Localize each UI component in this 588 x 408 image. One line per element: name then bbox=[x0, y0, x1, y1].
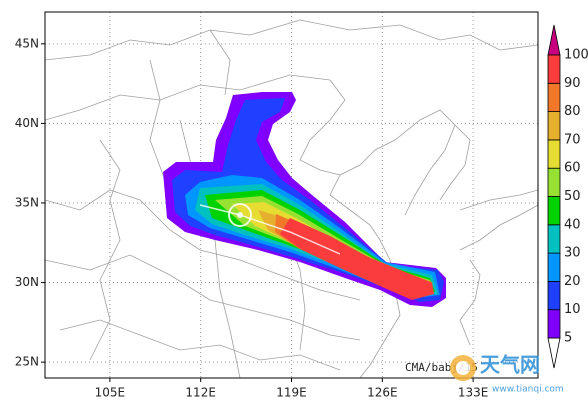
borders bbox=[45, 19, 538, 378]
colorbar-band bbox=[547, 54, 561, 84]
colorbar-label: 90 bbox=[564, 76, 581, 91]
probability-shading bbox=[163, 92, 446, 307]
watermark-name: 天气网 bbox=[480, 353, 540, 377]
colorbar-label: 30 bbox=[564, 246, 581, 261]
colorbar-label: 10 bbox=[564, 302, 581, 317]
watermark-logo-inner bbox=[456, 361, 470, 375]
y-tick-label: 30N bbox=[15, 275, 39, 289]
colorbar-band bbox=[547, 139, 561, 169]
y-tick-label: 35N bbox=[15, 195, 39, 209]
watermark-url: www.tianqi.com bbox=[492, 385, 564, 395]
typhoon-symbol bbox=[228, 203, 252, 227]
contour-band bbox=[172, 98, 444, 302]
y-tick-label: 40N bbox=[15, 116, 39, 130]
colorbar-label: 60 bbox=[564, 161, 581, 176]
colorbar-band bbox=[547, 167, 561, 197]
colorbar-over bbox=[547, 24, 561, 56]
typhoon-eye bbox=[237, 212, 243, 218]
colorbar-band bbox=[547, 309, 561, 339]
track bbox=[199, 203, 341, 255]
colorbar-label: 100 bbox=[564, 48, 588, 63]
colorbar: 5 10 20 30 40 50 60 70 80 90 100 bbox=[547, 24, 588, 369]
contour-band bbox=[280, 218, 434, 300]
x-tick-label: 105E bbox=[95, 386, 126, 400]
x-tick-label: 119E bbox=[276, 386, 307, 400]
colorbar-label: 80 bbox=[564, 104, 581, 119]
colorbar-label: 5 bbox=[564, 331, 572, 346]
colorbar-band bbox=[547, 82, 561, 113]
colorbar-band bbox=[547, 252, 561, 282]
colorbar-label: 70 bbox=[564, 132, 581, 147]
colorbar-under bbox=[547, 337, 561, 369]
colorbar-label: 20 bbox=[564, 274, 581, 289]
x-tick-label: 133E bbox=[458, 386, 489, 400]
x-tick-label: 126E bbox=[367, 386, 398, 400]
colorbar-band bbox=[547, 196, 561, 226]
colorbar-band bbox=[547, 111, 561, 141]
y-tick-label: 45N bbox=[15, 36, 39, 50]
watermark: 天气网 www.tianqi.com bbox=[450, 353, 564, 395]
x-tick-label: 112E bbox=[185, 386, 216, 400]
colorbar-band bbox=[547, 224, 561, 254]
colorbar-band bbox=[547, 280, 561, 311]
colorbar-label: 40 bbox=[564, 217, 581, 232]
y-tick-label: 25N bbox=[15, 355, 39, 369]
colorbar-label: 50 bbox=[564, 189, 581, 204]
